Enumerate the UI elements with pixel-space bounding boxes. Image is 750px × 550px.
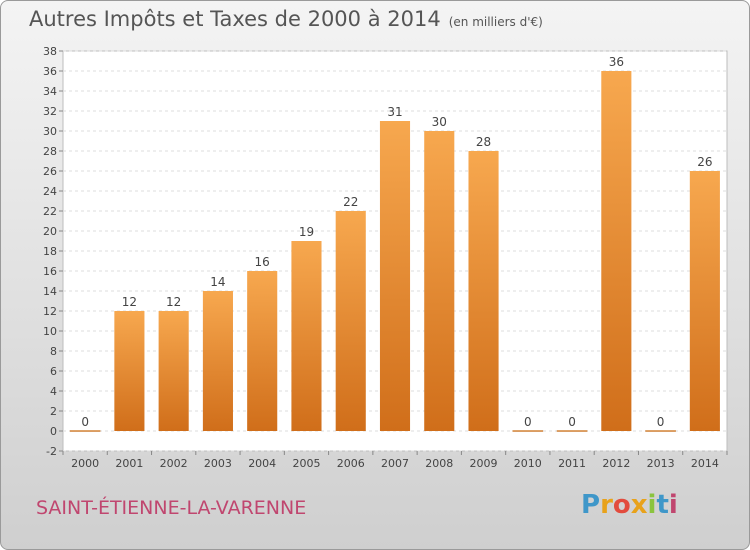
y-tick-label: 34 xyxy=(43,85,57,98)
y-tick-label: 26 xyxy=(43,165,57,178)
y-tick-label: 0 xyxy=(50,425,57,438)
commune-name: SAINT-ÉTIENNE-LA-VARENNE xyxy=(36,497,307,519)
bar xyxy=(424,131,455,431)
bar-value-label: 22 xyxy=(343,195,358,209)
bar-value-label: 16 xyxy=(255,255,270,269)
bar-value-label: 12 xyxy=(166,295,181,309)
logo-letter: i xyxy=(647,490,657,520)
x-tick-label: 2002 xyxy=(160,457,188,470)
y-tick-label: 6 xyxy=(50,365,57,378)
bar-series xyxy=(69,71,720,432)
bar-value-label: 36 xyxy=(609,55,624,69)
chart-title-text: Autres Impôts et Taxes de 2000 à 2014 xyxy=(29,7,441,31)
logo-letter: t xyxy=(656,490,669,520)
logo-letter: o xyxy=(612,490,631,520)
chart-title: Autres Impôts et Taxes de 2000 à 2014 (en… xyxy=(29,7,543,31)
bar xyxy=(601,71,632,431)
data-labels: 0 12 12 14 16 19 22 31 30 28 0 0 36 0 26 xyxy=(81,55,712,429)
bar-value-label: 0 xyxy=(524,415,532,429)
y-tick-label: 4 xyxy=(50,385,57,398)
bar xyxy=(202,291,233,431)
x-tick-label: 2012 xyxy=(602,457,630,470)
y-tick-label: 20 xyxy=(43,225,57,238)
y-tick-label: 38 xyxy=(43,45,57,58)
bar xyxy=(291,241,322,431)
bar-value-label: 28 xyxy=(476,135,491,149)
x-tick-label: 2007 xyxy=(381,457,409,470)
bar-value-label: 0 xyxy=(568,415,576,429)
y-tick-label: 22 xyxy=(43,205,57,218)
x-tick-label: 2001 xyxy=(115,457,143,470)
bar xyxy=(512,430,544,432)
logo-letter: i xyxy=(668,490,678,520)
x-axis: 2000 2001 2002 2003 2004 2005 2006 2007 2008 2009… xyxy=(62,451,728,470)
y-tick-label: 16 xyxy=(43,265,57,278)
x-tick-label: 2000 xyxy=(71,457,99,470)
y-tick-label: 14 xyxy=(43,285,57,298)
bar xyxy=(158,311,189,431)
x-tick-label: 2013 xyxy=(647,457,675,470)
x-tick-label: 2005 xyxy=(292,457,320,470)
bar-value-label: 30 xyxy=(432,115,447,129)
bar-value-label: 0 xyxy=(657,415,665,429)
bar xyxy=(114,311,145,431)
bar xyxy=(689,171,720,431)
bar-value-label: 12 xyxy=(122,295,137,309)
y-tick-label: 12 xyxy=(43,305,57,318)
proxiti-logo[interactable]: Proxiti xyxy=(581,490,678,520)
y-tick-label: 30 xyxy=(43,125,57,138)
y-tick-label: 32 xyxy=(43,105,57,118)
x-tick-label: 2011 xyxy=(558,457,586,470)
logo-letter: x xyxy=(630,490,648,520)
bar xyxy=(645,430,676,432)
x-tick-label: 2014 xyxy=(691,457,719,470)
bar xyxy=(379,121,411,431)
x-tick-label: 2009 xyxy=(470,457,498,470)
logo-letter: P xyxy=(581,490,601,520)
y-tick-label: 2 xyxy=(50,405,57,418)
x-tick-label: 2006 xyxy=(337,457,365,470)
logo-letter: r xyxy=(600,490,613,520)
bar xyxy=(335,211,366,431)
bar xyxy=(468,151,499,431)
bar xyxy=(69,430,101,432)
x-tick-label: 2004 xyxy=(248,457,276,470)
y-tick-label: -2 xyxy=(46,445,57,458)
x-tick-label: 2003 xyxy=(204,457,232,470)
y-tick-label: 18 xyxy=(43,245,57,258)
bar xyxy=(247,271,278,431)
y-tick-label: 28 xyxy=(43,145,57,158)
y-tick-label: 24 xyxy=(43,185,57,198)
bar-value-label: 14 xyxy=(210,275,225,289)
y-tick-label: 8 xyxy=(50,345,57,358)
bar-value-label: 0 xyxy=(81,415,89,429)
chart-subtitle: (en milliers d'€) xyxy=(448,15,543,29)
bar-value-label: 19 xyxy=(299,225,314,239)
y-tick-label: 10 xyxy=(43,325,57,338)
bar xyxy=(556,430,588,432)
y-tick-label: 36 xyxy=(43,65,57,78)
x-tick-label: 2008 xyxy=(425,457,453,470)
bar-value-label: 26 xyxy=(697,155,712,169)
bar-value-label: 31 xyxy=(387,105,402,119)
x-tick-label: 2010 xyxy=(514,457,542,470)
